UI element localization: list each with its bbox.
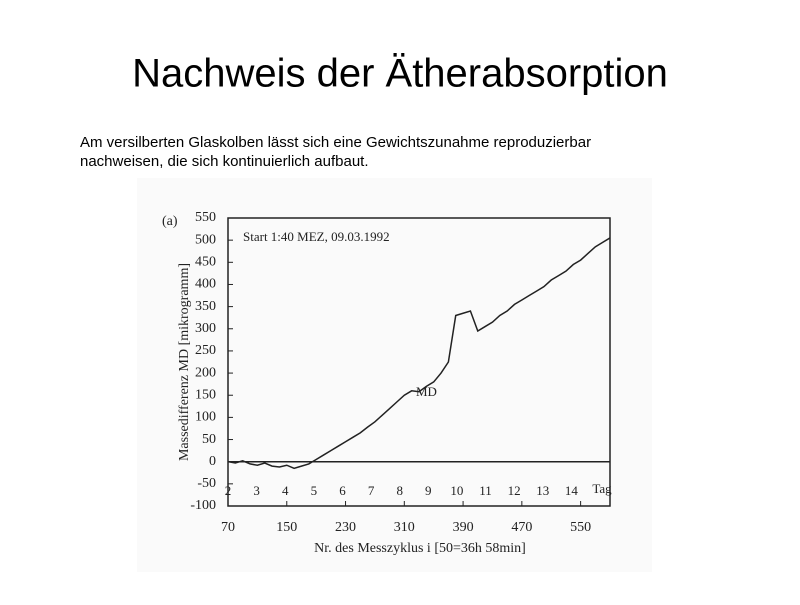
y-axis-label: Massedifferenz MD [mikrogramm] bbox=[177, 263, 192, 461]
panel-label: (a) bbox=[162, 214, 178, 229]
y-tick-label: 250 bbox=[195, 343, 216, 358]
day-label: 11 bbox=[479, 483, 492, 498]
y-tick-label: 200 bbox=[195, 365, 216, 380]
day-label: 9 bbox=[425, 483, 432, 498]
slide-text: nachweisen, die sich kontinuierlich aufb… bbox=[80, 153, 369, 170]
day-label: 8 bbox=[396, 483, 403, 498]
plot-frame bbox=[227, 217, 611, 507]
y-tick-label: 0 bbox=[209, 454, 216, 469]
x-tick-label: 70 bbox=[221, 520, 235, 535]
day-label: 2 bbox=[225, 483, 232, 498]
day-label: 5 bbox=[311, 483, 318, 498]
y-tick-label: 150 bbox=[195, 387, 216, 402]
y-tick-label: 450 bbox=[195, 255, 216, 270]
day-label: 3 bbox=[253, 483, 260, 498]
y-tick-label: 300 bbox=[195, 321, 216, 336]
y-tick-label: -100 bbox=[190, 498, 216, 513]
series-label: MD bbox=[416, 384, 437, 399]
day-label: 6 bbox=[339, 483, 346, 498]
y-tick-label: 100 bbox=[195, 410, 216, 425]
slide-title: Nachweis der Ätherabsorption bbox=[132, 52, 668, 96]
data-line bbox=[227, 237, 611, 470]
day-label: 14 bbox=[565, 483, 579, 498]
y-tick-label: 350 bbox=[195, 299, 216, 314]
day-label: 13 bbox=[536, 483, 549, 498]
slide-text: Am versilberten Glaskolben lässt sich ei… bbox=[80, 134, 591, 151]
annotation: Start 1:40 MEZ, 09.03.1992 bbox=[243, 229, 390, 244]
y-tick-label: 50 bbox=[202, 432, 216, 447]
y-tick-label: 400 bbox=[195, 277, 216, 292]
day-label: 10 bbox=[450, 483, 463, 498]
day-unit: Tag bbox=[592, 481, 612, 496]
y-tick-label: 550 bbox=[195, 210, 216, 225]
y-tick-label: -50 bbox=[197, 476, 216, 491]
x-tick-label: 230 bbox=[335, 520, 356, 535]
x-tick-label: 310 bbox=[394, 520, 415, 535]
day-label: 4 bbox=[282, 483, 289, 498]
day-label: 12 bbox=[508, 483, 521, 498]
x-tick-label: 150 bbox=[276, 520, 297, 535]
x-tick-label: 390 bbox=[453, 520, 474, 535]
x-tick-label: 470 bbox=[511, 520, 532, 535]
x-axis-label: Nr. des Messzyklus i [50=36h 58min] bbox=[314, 541, 526, 556]
x-tick-label: 550 bbox=[570, 520, 591, 535]
y-tick-label: 500 bbox=[195, 232, 216, 247]
day-label: 7 bbox=[368, 483, 375, 498]
